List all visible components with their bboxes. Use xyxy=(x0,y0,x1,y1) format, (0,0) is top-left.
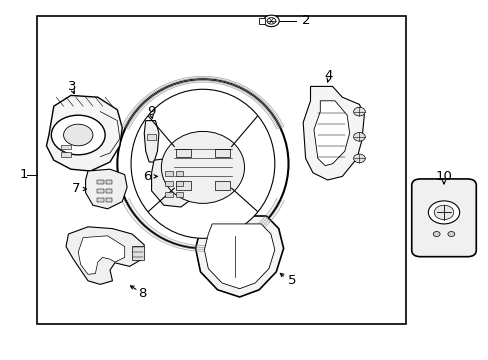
Polygon shape xyxy=(303,86,364,180)
Polygon shape xyxy=(46,95,122,171)
Bar xyxy=(175,181,183,186)
Polygon shape xyxy=(313,101,349,166)
Polygon shape xyxy=(66,227,144,284)
Circle shape xyxy=(51,115,105,155)
Bar xyxy=(164,171,172,176)
Text: 1: 1 xyxy=(19,168,28,181)
Polygon shape xyxy=(78,236,124,274)
Circle shape xyxy=(433,205,453,220)
FancyBboxPatch shape xyxy=(411,179,475,257)
Bar xyxy=(97,189,103,193)
Polygon shape xyxy=(204,224,274,289)
Bar xyxy=(106,189,112,193)
Polygon shape xyxy=(151,157,203,207)
Circle shape xyxy=(353,154,365,163)
Polygon shape xyxy=(195,216,283,297)
Bar xyxy=(132,246,144,260)
Bar xyxy=(175,192,183,197)
Bar xyxy=(106,180,112,184)
Text: 2: 2 xyxy=(302,14,310,27)
Circle shape xyxy=(263,15,279,27)
Text: 9: 9 xyxy=(147,105,156,118)
Polygon shape xyxy=(144,121,159,162)
Ellipse shape xyxy=(161,131,244,203)
Circle shape xyxy=(432,231,439,237)
Text: 8: 8 xyxy=(138,287,147,300)
Bar xyxy=(146,134,156,140)
Bar xyxy=(61,145,71,149)
Circle shape xyxy=(353,132,365,141)
Bar xyxy=(164,181,172,186)
Bar xyxy=(37,16,405,324)
Text: 7: 7 xyxy=(71,183,80,195)
Bar xyxy=(97,198,103,202)
Polygon shape xyxy=(85,169,127,209)
Circle shape xyxy=(63,124,93,146)
Text: 6: 6 xyxy=(143,170,152,183)
Ellipse shape xyxy=(131,89,274,238)
Bar xyxy=(97,180,103,184)
Bar xyxy=(61,152,71,157)
Circle shape xyxy=(427,201,459,224)
Circle shape xyxy=(266,18,275,24)
Bar xyxy=(258,18,264,24)
Text: 3: 3 xyxy=(68,80,77,93)
Bar xyxy=(106,198,112,202)
Bar xyxy=(215,181,229,190)
Ellipse shape xyxy=(117,79,288,248)
Bar xyxy=(215,149,229,157)
Circle shape xyxy=(447,231,454,237)
Bar xyxy=(176,149,190,157)
Bar xyxy=(176,181,190,190)
Bar xyxy=(164,192,172,197)
Text: 4: 4 xyxy=(324,69,332,82)
Text: 5: 5 xyxy=(287,274,296,287)
Text: 10: 10 xyxy=(435,170,451,183)
Bar xyxy=(175,171,183,176)
Circle shape xyxy=(353,107,365,116)
